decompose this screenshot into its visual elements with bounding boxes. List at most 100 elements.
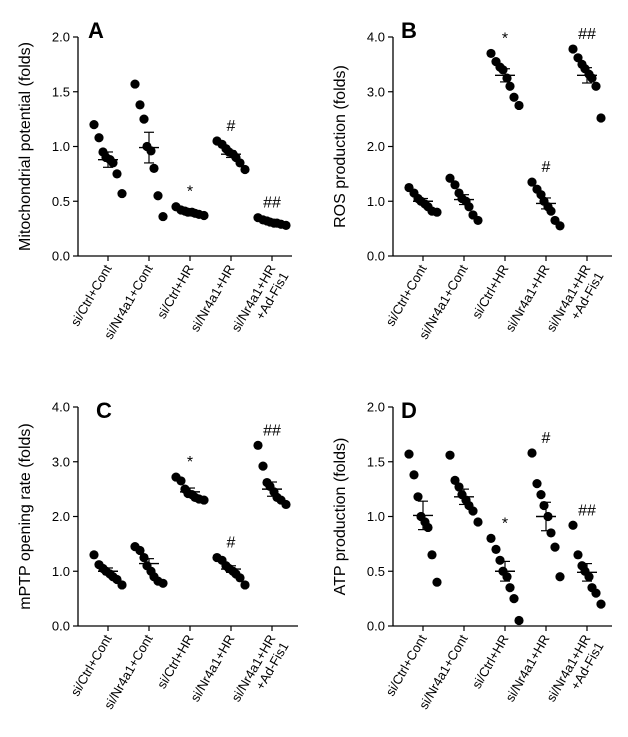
data-point xyxy=(135,545,145,556)
data-point xyxy=(423,522,433,533)
data-point xyxy=(153,191,163,201)
category-label: si/Nr4a1+HR+Ad-Fis1 xyxy=(543,262,606,342)
panel-letter: C xyxy=(96,398,112,423)
data-point xyxy=(158,578,168,588)
data-point xyxy=(546,528,556,538)
data-point xyxy=(89,120,99,130)
data-point xyxy=(509,92,519,102)
data-point xyxy=(240,580,250,590)
y-tick-label: 2.0 xyxy=(52,30,70,45)
y-axis-label: ROS production (folds) xyxy=(332,65,349,228)
category-label: si/Ctrl+HR xyxy=(469,262,512,321)
data-point xyxy=(158,211,168,222)
data-point xyxy=(108,158,118,168)
y-axis-label: Mitochondrial potential (folds) xyxy=(17,42,34,251)
category-label-line: si/Ctrl+HR xyxy=(469,632,512,691)
data-point xyxy=(413,492,423,502)
data-point xyxy=(591,588,601,598)
data-point xyxy=(532,479,542,489)
category-label: si/Nr4a1+HR+Ad-Fis1 xyxy=(228,632,291,712)
panel-A: A 0.0 0.5 1.0 1.5 2.0 Mitochondrial potential … xyxy=(17,18,292,342)
y-tick-label: 1.0 xyxy=(52,139,70,154)
data-point xyxy=(149,163,159,173)
category-label: si/Ctrl+Cont xyxy=(67,262,114,329)
y-tick-label: 0.0 xyxy=(52,619,70,634)
y-tick-label: 1.0 xyxy=(367,194,385,209)
significance-mark: ## xyxy=(578,502,596,519)
significance-mark: * xyxy=(187,454,193,471)
data-point xyxy=(505,583,515,593)
data-point xyxy=(509,594,519,604)
y-tick-label: 1.5 xyxy=(367,454,385,469)
category-label: si/Ctrl+HR xyxy=(469,632,512,691)
data-point xyxy=(473,215,483,226)
y-tick-label: 3.0 xyxy=(367,84,385,99)
data-point xyxy=(135,100,145,110)
y-tick-label: 0.0 xyxy=(52,249,70,264)
y-tick-label: 1.5 xyxy=(52,84,70,99)
data-point xyxy=(130,79,140,89)
data-point xyxy=(235,573,245,583)
data-point xyxy=(473,517,483,527)
data-point xyxy=(139,552,149,563)
y-tick-label: 0.5 xyxy=(52,194,70,209)
data-point xyxy=(464,202,474,212)
significance-mark: ## xyxy=(263,422,281,439)
data-point xyxy=(281,220,291,230)
y-tick-label: 1.0 xyxy=(52,564,70,579)
y-tick-label: 2.0 xyxy=(367,400,385,415)
category-label: si/Ctrl+HR xyxy=(154,632,197,691)
data-point xyxy=(432,207,442,217)
significance-mark: ## xyxy=(578,26,596,43)
significance-mark: # xyxy=(542,159,551,176)
data-point xyxy=(527,177,537,187)
y-tick-label: 0.0 xyxy=(367,619,385,634)
data-point xyxy=(491,544,501,554)
data-point xyxy=(432,577,442,587)
category-label: si/Ctrl+HR xyxy=(154,262,197,321)
y-axis-label: mPTP opening rate (folds) xyxy=(17,423,34,609)
significance-mark: * xyxy=(187,184,193,201)
significance-mark: * xyxy=(502,515,508,532)
panel-B: B 0.0 1.0 2.0 3.0 4.0 ROS production (folds) si… xyxy=(332,18,612,342)
data-point xyxy=(596,113,606,123)
panel-C: C 0.0 1.0 2.0 3.0 4.0 mPTP opening rate (folds… xyxy=(17,398,298,712)
significance-mark: # xyxy=(542,430,551,447)
data-point xyxy=(89,550,99,560)
data-point xyxy=(550,542,560,552)
category-label: si/Nr4a1+HR+Ad-Fis1 xyxy=(228,262,291,342)
y-tick-label: 4.0 xyxy=(52,400,70,415)
panel-D: D 0.0 0.5 1.0 1.5 2.0 ATP production (folds) si… xyxy=(332,398,612,712)
panel-letter: A xyxy=(88,18,104,43)
data-point xyxy=(527,448,537,458)
y-tick-label: 3.0 xyxy=(52,454,70,469)
significance-mark: # xyxy=(227,535,236,552)
category-label-line: si/Ctrl+Cont xyxy=(382,262,429,329)
significance-mark: # xyxy=(227,118,236,135)
panel-letter: B xyxy=(401,18,417,43)
data-point xyxy=(514,100,524,111)
panel-letter: D xyxy=(401,398,417,423)
data-point xyxy=(596,599,606,609)
data-point xyxy=(253,440,263,450)
data-point xyxy=(94,133,104,143)
category-label-line: si/Ctrl+Cont xyxy=(382,632,429,699)
significance-mark: ## xyxy=(263,195,281,212)
data-point xyxy=(468,506,478,516)
data-point xyxy=(258,461,268,471)
data-point xyxy=(568,520,578,530)
category-label-line: si/Ctrl+HR xyxy=(154,632,197,691)
data-point xyxy=(555,221,565,231)
category-label: si/Ctrl+Cont xyxy=(382,262,429,329)
y-tick-label: 0.5 xyxy=(367,564,385,579)
significance-mark: * xyxy=(502,30,508,47)
data-point xyxy=(235,158,245,168)
y-tick-label: 0.0 xyxy=(367,249,385,264)
y-tick-label: 1.0 xyxy=(367,509,385,524)
y-tick-label: 2.0 xyxy=(52,509,70,524)
data-point xyxy=(498,65,508,75)
data-point xyxy=(117,188,127,199)
category-label: si/Ctrl+Cont xyxy=(67,632,114,699)
data-point xyxy=(445,450,455,460)
